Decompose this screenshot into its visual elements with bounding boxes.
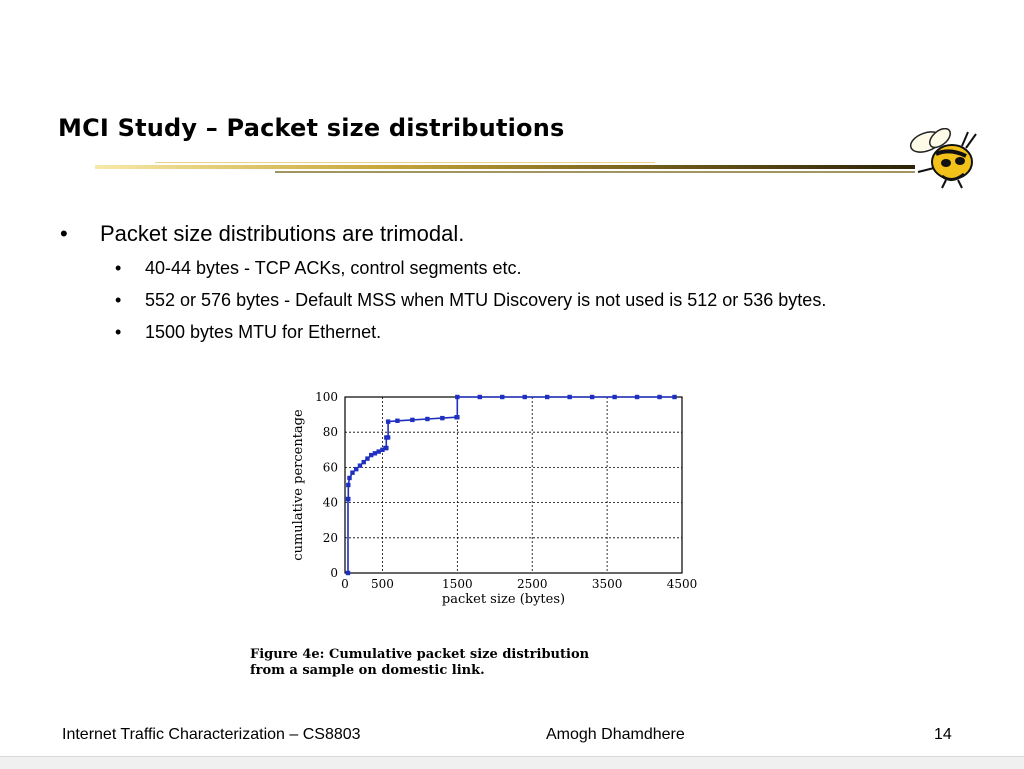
series-point: [361, 459, 366, 465]
series-point: [455, 394, 460, 400]
series-point: [440, 415, 445, 421]
series-point: [500, 394, 505, 400]
series-point: [395, 418, 400, 423]
series-point: [384, 445, 389, 451]
x-tick-label: 0: [341, 577, 349, 591]
yellow-jacket-mascot-icon: [909, 128, 977, 189]
series-point: [365, 456, 370, 461]
x-tick-label: 4500: [667, 577, 698, 591]
series-point: [369, 452, 374, 458]
series-point: [380, 447, 385, 452]
series-point: [455, 415, 460, 420]
series-point: [634, 394, 640, 400]
bullet-main: Packet size distributions are trimodal.: [60, 220, 960, 248]
x-tick-label: 2500: [517, 577, 548, 591]
sub-bullet-group: 40-44 bytes - TCP ACKs, control segments…: [60, 256, 960, 344]
y-tick-label: 80: [323, 425, 338, 439]
series-point: [522, 394, 527, 400]
series-point: [347, 475, 352, 481]
series-point: [672, 394, 677, 400]
series-point: [346, 482, 351, 488]
sub-bullet-1: 40-44 bytes - TCP ACKs, control segments…: [60, 256, 945, 280]
series-point: [385, 419, 391, 424]
footer-page-number: 14: [934, 726, 952, 743]
caption-line-2: from a sample on domestic link.: [250, 663, 485, 678]
series-point: [589, 394, 595, 400]
x-axis-label: packet size (bytes): [442, 592, 565, 607]
y-tick-label: 0: [330, 566, 338, 580]
series-point: [357, 463, 363, 468]
series-point: [345, 570, 351, 576]
footer-author: Amogh Dhamdhere: [546, 726, 685, 743]
series-point: [657, 394, 662, 400]
series-point: [410, 417, 415, 423]
series-point: [346, 496, 351, 502]
slide-title: MCI Study – Packet size distributions: [58, 114, 565, 142]
y-tick-label: 60: [323, 460, 338, 474]
series-point: [425, 416, 430, 422]
title-underline: [95, 162, 915, 173]
bottom-bar: [0, 756, 1024, 769]
series-point: [385, 435, 391, 440]
sub-bullet-2: 552 or 576 bytes - Default MSS when MTU …: [60, 288, 945, 312]
series-point: [612, 394, 617, 400]
y-axis-label: cumulative percentage: [291, 409, 306, 561]
bullet-list: Packet size distributions are trimodal. …: [60, 220, 960, 352]
footer-course: Internet Traffic Characterization – CS88…: [62, 726, 361, 743]
series-point: [567, 394, 572, 400]
y-tick-label: 100: [315, 390, 338, 404]
y-tick-label: 20: [323, 531, 338, 545]
y-tick-label: 40: [323, 496, 338, 510]
series-point: [376, 449, 381, 454]
series-point: [350, 470, 355, 475]
series-point: [354, 466, 359, 472]
caption-line-1: Figure 4e: Cumulative packet size distri…: [250, 647, 590, 662]
cdf-chart: 0 500 1500 2500 3500 4500 0 20 40 60 80 100 packet s…: [291, 390, 698, 607]
series-point: [372, 451, 378, 456]
series-point: [545, 394, 550, 400]
x-tick-label: 500: [371, 577, 394, 591]
x-tick-label: 1500: [442, 577, 473, 591]
sub-bullet-3: 1500 bytes MTU for Ethernet.: [60, 320, 945, 344]
figure-caption: Figure 4e: Cumulative packet size distri…: [250, 647, 589, 679]
x-tick-label: 3500: [592, 577, 623, 591]
plot-frame: [344, 396, 683, 574]
series-point: [477, 394, 482, 400]
